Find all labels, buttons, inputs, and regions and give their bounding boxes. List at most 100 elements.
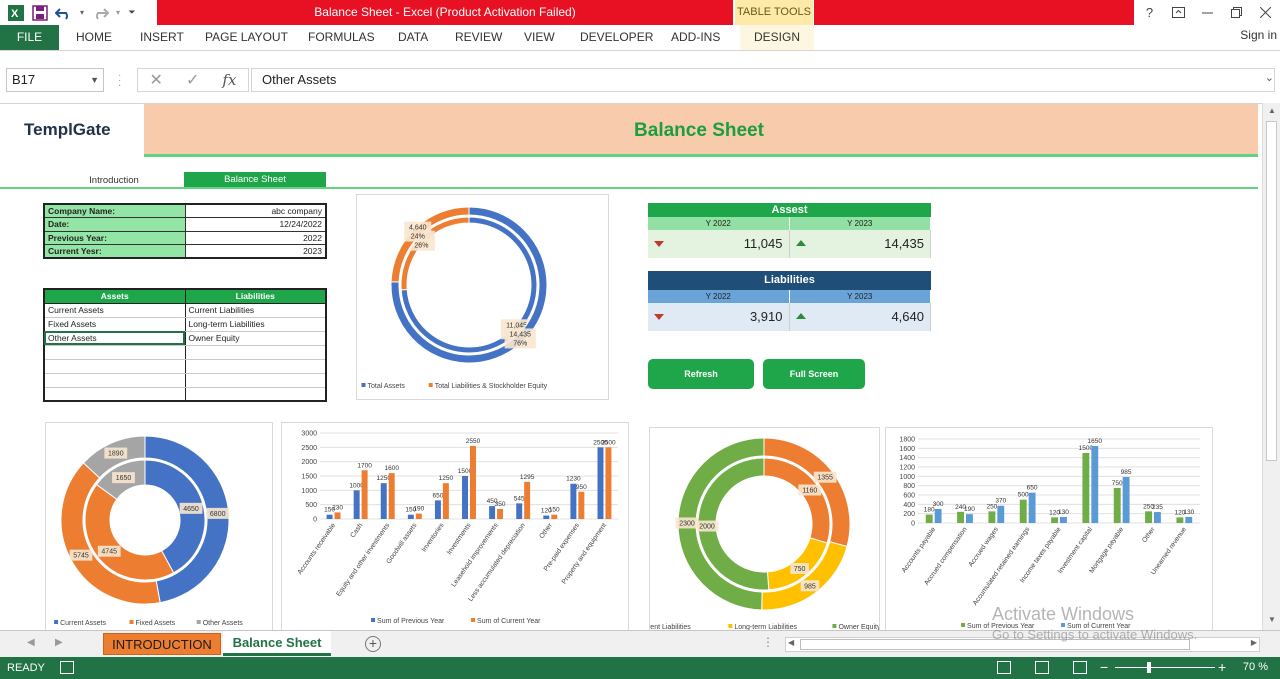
liabilities-header[interactable]: Liabilities [184,288,327,304]
horizontal-scrollbar[interactable]: ◀ ▶ [785,637,1260,652]
tab-view[interactable]: VIEW [524,30,555,44]
redo-dropdown-icon[interactable]: ▾ [115,8,120,17]
info-key[interactable]: Previous Year: [43,230,186,245]
info-value[interactable]: abc company [184,203,327,218]
worksheet[interactable]: TemplGate Balance Sheet Introduction Bal… [0,103,1262,630]
tab-design[interactable]: DESIGN [740,25,815,50]
minimize-icon[interactable] [1193,0,1222,25]
info-value[interactable]: 2023 [184,244,327,259]
zoom-slider-thumb[interactable] [1147,662,1151,673]
liabilities-kpi-value1[interactable]: 3,910 [648,303,790,331]
tab-insert[interactable]: INSERT [140,30,184,44]
tab-page-layout[interactable]: PAGE LAYOUT [205,30,288,44]
tab-file[interactable]: FILE [0,25,59,50]
scroll-left-icon[interactable]: ◀ [788,638,795,647]
formula-input[interactable]: Other Assets [251,68,1275,92]
page-break-view-icon[interactable] [1073,661,1087,674]
tab-split-handle-icon[interactable]: ⋮ [762,635,774,649]
scroll-right-icon[interactable]: ▶ [1250,638,1257,647]
zoom-level[interactable]: 70 % [1242,661,1268,673]
formula-bar-grip-icon[interactable]: · · · [118,70,122,91]
customize-toolbar-icon[interactable]: ⏷ [128,7,136,17]
assets-kpi-value1[interactable]: 11,045 [648,230,790,258]
excel-logo-icon[interactable]: X [6,3,26,23]
liability-cell[interactable]: Current Liabilities [184,303,327,318]
tab-scroll-right-icon[interactable]: ▶ [55,637,63,648]
sheet-tab-balance-sheet[interactable]: Balance Sheet [223,631,331,656]
nav-balance-sheet-link[interactable]: Balance Sheet [184,172,326,187]
tab-scroll-left-icon[interactable]: ◀ [27,637,35,648]
undo-dropdown-icon[interactable]: ▾ [79,8,84,17]
help-icon[interactable]: ? [1145,5,1154,20]
empty-cell[interactable] [184,345,327,360]
chevron-down-icon[interactable]: ▼ [90,75,99,85]
data-label: 76% [513,340,527,347]
tab-add-ins[interactable]: ADD-INS [671,30,721,44]
data-label-box [798,484,822,496]
assets-header[interactable]: Assets [43,288,186,304]
assets-donut-chart[interactable]: 4650 4745 1650 6800 5745 1890 Current Assets Fi… [45,422,273,630]
restore-icon[interactable] [1222,0,1251,25]
name-box[interactable]: B17 ▼ [6,68,104,92]
empty-cell[interactable] [43,387,186,402]
tab-data[interactable]: DATA [398,30,429,44]
empty-cell[interactable] [184,387,327,402]
empty-cell[interactable] [43,373,186,388]
empty-cell[interactable] [184,359,327,374]
liabilities-donut-chart[interactable]: 1160 750 2000 1355 985 2300 Currrent Liabiliti… [649,427,880,630]
info-key[interactable]: Current Yesr: [43,244,186,259]
scrollbar-thumb[interactable] [800,639,1190,650]
asset-cell[interactable]: Current Assets [43,303,186,318]
info-value[interactable]: 2022 [184,230,327,245]
expand-formula-bar-icon[interactable]: ⌄ [1264,72,1274,84]
legend-swatch [728,624,733,628]
normal-view-icon[interactable] [997,661,1011,674]
assets-bar-chart[interactable]: 0 500 1000 1500 2000 2500 3000 150 230 Accounts r… [281,422,629,630]
close-icon[interactable] [1251,0,1280,25]
cancel-icon[interactable]: ✕ [149,72,163,89]
info-key[interactable]: Company Name: [43,203,186,218]
add-sheet-icon[interactable]: + [365,636,381,652]
liabilities-kpi-value2[interactable]: 4,640 [790,303,931,331]
liabilities-bar-chart[interactable]: 0 200 400 600 800 1000 1200 1400 1600 1800 180 300 A… [885,427,1213,630]
nav-introduction-link[interactable]: Introduction [89,175,139,186]
redo-icon[interactable] [90,3,110,23]
tab-formulas[interactable]: FORMULAS [308,30,375,44]
full-screen-button[interactable]: Full Screen [763,359,865,389]
refresh-button[interactable]: Refresh [648,359,754,389]
undo-icon[interactable] [54,3,74,23]
liability-cell[interactable]: Long-term Liabilities [184,317,327,332]
total-assets-liabilities-donut-chart[interactable]: 11,04574%3,91026%14,43576%4,64024%Total … [356,194,609,400]
ribbon-display-icon[interactable] [1164,0,1193,25]
y-tick-label: 1800 [899,437,915,444]
scroll-up-icon[interactable]: ▲ [1268,106,1276,115]
enter-icon[interactable]: ✓ [185,72,200,89]
zoom-out-icon[interactable]: − [1100,659,1109,675]
sheet-tab-introduction[interactable]: INTRODUCTION [103,633,221,655]
info-key[interactable]: Date: [43,217,186,232]
tab-review[interactable]: REVIEW [455,30,503,44]
zoom-in-icon[interactable]: + [1218,659,1227,675]
macro-record-icon[interactable] [60,661,74,674]
assets-kpi-value2[interactable]: 14,435 [790,230,931,258]
info-value[interactable]: 12/24/2022 [184,217,327,232]
empty-cell[interactable] [43,359,186,374]
insert-function-icon[interactable]: fx [222,71,237,89]
save-icon[interactable] [30,3,50,23]
tab-developer[interactable]: DEVELOPER [580,30,654,44]
sign-in-link[interactable]: Sign in [1240,28,1277,42]
page-layout-view-icon[interactable] [1035,661,1049,674]
tab-home[interactable]: HOME [76,30,112,44]
empty-cell[interactable] [43,345,186,360]
table-row: Current Assets Current Liabilities [43,303,327,318]
scroll-down-icon[interactable]: ▼ [1268,615,1276,624]
data-label-box [206,507,230,519]
scrollbar-thumb[interactable] [1266,121,1277,461]
liability-cell[interactable]: Owner Equity [184,331,327,346]
asset-cell[interactable]: Fixed Assets [43,317,186,332]
selected-asset-cell[interactable]: Other Assets [43,331,186,346]
zoom-slider[interactable] [1115,667,1215,668]
bar [925,514,933,523]
vertical-scrollbar[interactable]: ▲ ▼ [1262,103,1280,630]
empty-cell[interactable] [184,373,327,388]
